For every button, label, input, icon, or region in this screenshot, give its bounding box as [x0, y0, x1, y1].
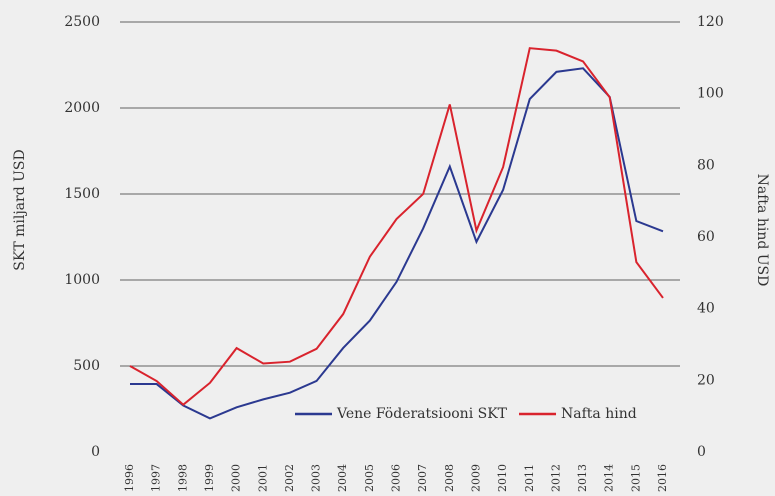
y-tick-label: 1000 [64, 272, 100, 288]
x-tick-label: 2009 [469, 464, 482, 492]
y-tick-label: 0 [91, 444, 100, 460]
x-tick-label: 1997 [150, 464, 163, 492]
y-tick-label: 1500 [64, 186, 100, 202]
x-tick-label: 2010 [496, 464, 509, 492]
x-tick-label: 2001 [256, 464, 269, 492]
y-axis-label: SKT miljard USD [12, 149, 28, 270]
data-line [129, 47, 664, 407]
x-tick-label: 2016 [656, 464, 669, 492]
x-tick-label: 2007 [416, 464, 429, 492]
x-tick-label: 2012 [549, 464, 562, 492]
data-line [130, 67, 664, 420]
x-tick-label: 2015 [629, 464, 642, 492]
x-tick-label: 1999 [203, 464, 216, 492]
x-tick-label: 1996 [123, 464, 136, 492]
x-tick-label: 2006 [390, 464, 403, 492]
legend-label: Vene Föderatsiooni SKT [336, 406, 508, 422]
y2-tick-label: 120 [697, 14, 724, 30]
x-tick-label: 2008 [443, 464, 456, 492]
y2-tick-label: 100 [697, 86, 724, 102]
y-tick-label: 500 [73, 358, 100, 374]
y2-tick-label: 0 [697, 444, 706, 460]
x-tick-label: 2002 [283, 464, 296, 492]
y2-tick-label: 80 [697, 157, 715, 173]
x-tick-label: 2003 [310, 464, 323, 492]
y2-tick-label: 60 [697, 229, 715, 245]
y-tick-label: 2000 [64, 100, 100, 116]
legend-label: Nafta hind [561, 406, 637, 422]
y2-tick-label: 20 [697, 372, 715, 388]
x-tick-label: 1998 [176, 464, 189, 492]
y2-axis-label: Nafta hind USD [754, 174, 770, 287]
y-tick-label: 2500 [64, 14, 100, 30]
x-tick-label: 2005 [363, 464, 376, 492]
x-tick-label: 2000 [230, 464, 243, 492]
y2-tick-label: 40 [697, 301, 715, 317]
x-tick-label: 2004 [336, 464, 349, 492]
x-tick-label: 2014 [603, 464, 616, 492]
x-tick-label: 2013 [576, 464, 589, 492]
x-tick-label: 2011 [523, 464, 536, 492]
